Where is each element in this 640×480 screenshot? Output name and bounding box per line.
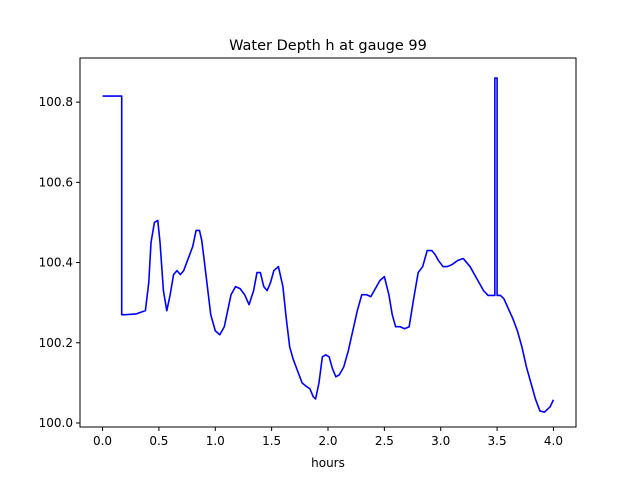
plot-area: [102, 77, 555, 413]
y-tick-label: 100.4: [39, 256, 73, 270]
chart-title: Water Depth h at gauge 99: [229, 38, 427, 54]
x-tick-label: 2.0: [318, 434, 337, 448]
x-tick-label: 0.0: [93, 434, 112, 448]
x-tick-label: 3.5: [488, 434, 507, 448]
axes-frame: [79, 57, 577, 428]
x-tick-label: 4.0: [544, 434, 563, 448]
y-tick-label: 100.2: [39, 336, 73, 350]
x-tick-label: 3.0: [431, 434, 450, 448]
series-line-0: [102, 77, 555, 413]
x-tick-label: 1.5: [262, 434, 281, 448]
y-tick-label: 100.8: [39, 95, 73, 109]
x-axis-ticks: 0.0 0.5 1.0 1.5 2.0 2.5 3.0 3.5 4.0: [93, 427, 563, 448]
x-tick-label: 1.0: [206, 434, 225, 448]
y-axis-ticks: 100.0 100.2 100.4 100.6 100.8: [39, 95, 80, 430]
y-tick-label: 100.0: [39, 416, 73, 430]
x-axis-label: hours: [311, 456, 345, 470]
y-tick-label: 100.6: [39, 175, 73, 189]
x-tick-label: 0.5: [149, 434, 168, 448]
x-tick-label: 2.5: [375, 434, 394, 448]
